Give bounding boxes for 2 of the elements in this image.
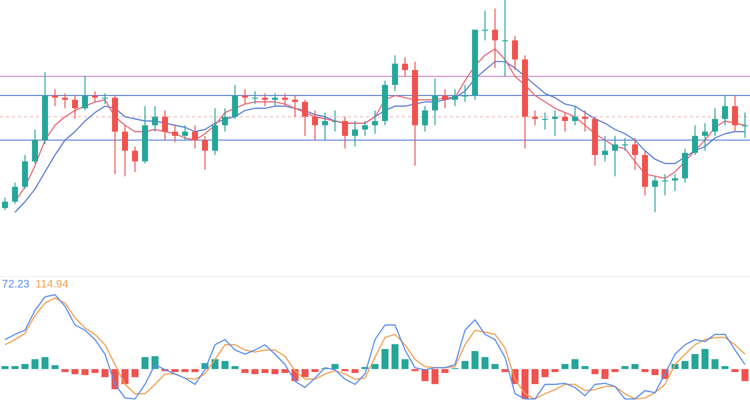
text: 72.23 <box>2 278 30 291</box>
text: 114.94 <box>36 278 68 291</box>
